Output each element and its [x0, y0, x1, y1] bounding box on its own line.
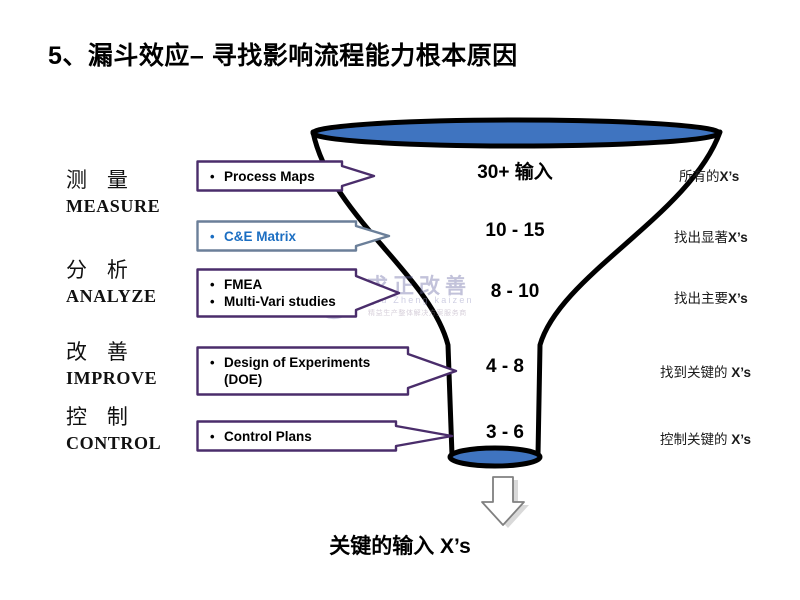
callout-fmea[interactable]: FMEA Multi-Vari studies — [196, 268, 401, 318]
funnel-value-2: 10 - 15 — [485, 220, 545, 241]
right-label-4-xs: X’s — [731, 365, 752, 380]
down-arrow-icon — [481, 476, 525, 526]
funnel-value-1: 30+ 输入 — [477, 162, 553, 183]
funnel-top-rim — [310, 117, 722, 149]
callout-fmea-text: FMEA Multi-Vari studies — [210, 268, 336, 318]
funnel-bottom-rim — [447, 445, 543, 469]
phase-control: 控 制 CONTROL — [66, 405, 206, 455]
callout-process-maps-text: Process Maps — [210, 160, 315, 192]
phase-control-en: CONTROL — [66, 433, 162, 453]
right-label-5-text: 控制关键的 — [660, 432, 732, 447]
right-label-5: 控制关键的 X’s — [660, 428, 751, 448]
phase-measure: 测 量 MEASURE — [66, 168, 206, 218]
phase-analyze-en: ANALYZE — [66, 286, 157, 306]
funnel-value-3: 8 - 10 — [490, 281, 540, 302]
right-label-3: 找出主要X’s — [674, 287, 748, 307]
callout-doe[interactable]: Design of Experiments (DOE) — [196, 346, 458, 396]
right-label-2-xs: X’s — [728, 230, 748, 245]
right-label-2-text: 找出显著 — [674, 230, 728, 245]
callout-control-plans[interactable]: Control Plans — [196, 420, 454, 452]
callout-ce-matrix-text: C&E Matrix — [210, 220, 296, 252]
phase-improve: 改 善 IMPROVE — [66, 340, 206, 390]
funnel-value-5: 3 - 6 — [485, 422, 525, 443]
callout-line: Process Maps — [210, 168, 315, 185]
callout-line: FMEA — [210, 276, 336, 293]
callout-line: Multi-Vari studies — [210, 293, 336, 310]
funnel-value-4: 4 - 8 — [485, 356, 525, 377]
callout-control-plans-text: Control Plans — [210, 420, 312, 452]
right-label-4-text: 找到关键的 — [660, 365, 732, 380]
phase-improve-en: IMPROVE — [66, 368, 158, 388]
phase-analyze: 分 析 ANALYZE — [66, 258, 206, 308]
callout-doe-text: Design of Experiments (DOE) — [210, 346, 370, 396]
right-label-1: 所有的X’s — [679, 165, 739, 185]
phase-improve-cn: 改 善 — [66, 341, 135, 364]
phase-analyze-cn: 分 析 — [66, 259, 135, 282]
funnel-body — [310, 129, 723, 458]
callout-line: C&E Matrix — [210, 228, 296, 245]
right-label-5-xs: X’s — [731, 432, 752, 447]
callout-line: (DOE) — [224, 372, 263, 387]
phase-measure-en: MEASURE — [66, 196, 161, 216]
right-label-3-xs: X’s — [728, 291, 748, 306]
callout-process-maps[interactable]: Process Maps — [196, 160, 376, 192]
page-title: 5、漏斗效应– 寻找影响流程能力根本原因 — [48, 42, 518, 70]
right-label-1-xs: X’s — [719, 169, 740, 184]
callout-line: Design of Experiments — [210, 354, 370, 371]
phase-control-cn: 控 制 — [66, 406, 135, 429]
right-label-4: 找到关键的 X’s — [660, 361, 751, 381]
callout-line: Control Plans — [210, 428, 312, 445]
right-label-1-text: 所有的 — [679, 169, 720, 184]
bottom-caption: 关键的输入 X’s — [329, 535, 471, 558]
callout-ce-matrix[interactable]: C&E Matrix — [196, 220, 391, 252]
right-label-2: 找出显著X’s — [674, 226, 748, 246]
phase-measure-cn: 测 量 — [66, 169, 135, 192]
right-label-3-text: 找出主要 — [674, 291, 728, 306]
